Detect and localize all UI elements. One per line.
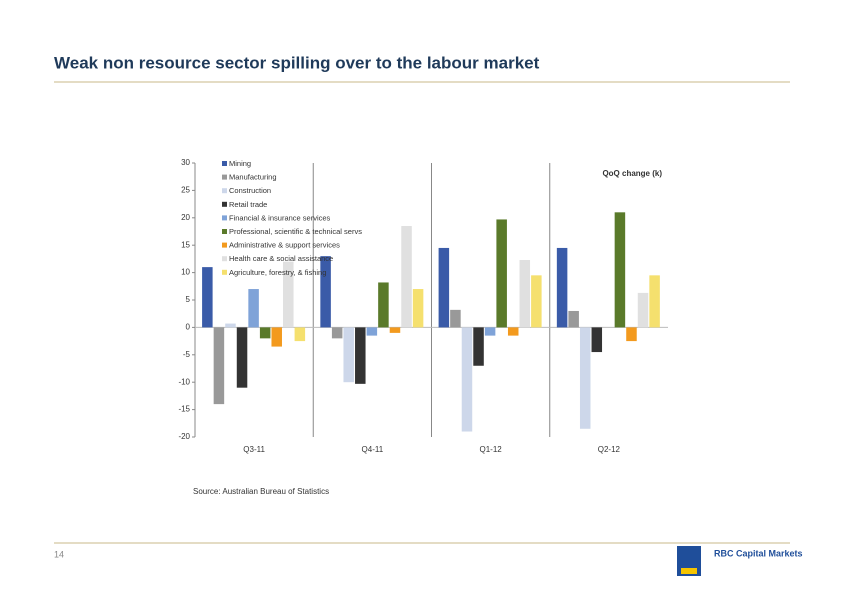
bar	[320, 256, 331, 328]
bar	[236, 327, 248, 388]
bar	[637, 292, 649, 328]
bar	[283, 261, 294, 328]
legend-swatch	[222, 174, 227, 180]
x-tick-label: Q4-11	[362, 445, 384, 454]
bar	[450, 309, 461, 328]
y-tick-label: 5	[186, 295, 191, 304]
legend-swatch	[222, 256, 227, 262]
y-tick-label: 15	[181, 240, 190, 249]
y-tick-label: 30	[181, 158, 190, 167]
bar	[579, 327, 591, 429]
bar	[412, 289, 424, 328]
bar	[568, 310, 579, 328]
bar	[531, 275, 542, 328]
bar	[519, 259, 531, 328]
slide-title: Weak non resource sector spilling over t…	[54, 53, 540, 72]
legend-swatch	[222, 161, 227, 166]
bar	[496, 219, 507, 328]
legend-label: Mining	[229, 159, 251, 168]
bar	[591, 327, 603, 353]
source: Source: Australian Bureau of Statistics	[193, 487, 329, 496]
bar	[355, 327, 366, 384]
legend-label: Construction	[229, 186, 271, 195]
bar	[507, 327, 519, 336]
legend-swatch	[222, 188, 227, 194]
y-tick-label: -5	[183, 350, 191, 359]
legend-swatch	[222, 269, 227, 275]
bar	[248, 289, 259, 328]
logo-icon-band	[681, 568, 697, 574]
x-tick-label: Q2-12	[598, 445, 621, 454]
logo-text: RBC Capital Markets	[714, 548, 803, 558]
bar	[556, 247, 568, 328]
legend-label: Professional, scientific & technical ser…	[229, 227, 362, 236]
legend-swatch	[222, 229, 227, 234]
bar	[271, 327, 282, 347]
legend-label: Manufacturing	[229, 173, 277, 182]
y-tick-label: 20	[181, 213, 190, 222]
legend-label: Health care & social assistance	[229, 254, 333, 263]
x-tick-label: Q1-12	[480, 445, 503, 454]
legend-label: Retail trade	[229, 200, 267, 209]
bar	[614, 212, 626, 328]
y-tick-label: 25	[181, 186, 190, 195]
bar	[484, 327, 496, 336]
x-tick-label: Q3-11	[243, 445, 265, 454]
bar	[626, 327, 637, 342]
bar	[649, 275, 660, 328]
legend-label: Financial & insurance services	[229, 213, 331, 222]
y-tick-label: 0	[186, 323, 191, 332]
bar	[401, 226, 412, 328]
bar	[378, 282, 389, 328]
bar	[389, 327, 401, 333]
bar	[473, 327, 484, 366]
bar	[259, 327, 271, 339]
y-tick-label: 10	[181, 268, 190, 277]
bar	[202, 267, 213, 328]
annotation: QoQ change (k)	[602, 169, 662, 178]
legend-label: Administrative & support services	[229, 241, 340, 250]
y-tick-label: -15	[178, 405, 190, 414]
bar	[213, 327, 225, 405]
y-tick-label: -20	[178, 432, 190, 441]
bar	[366, 327, 378, 336]
legend-swatch	[222, 242, 227, 248]
bar	[343, 327, 354, 383]
bar	[294, 327, 306, 342]
legend-swatch	[222, 201, 227, 207]
legend-swatch	[222, 215, 227, 221]
bar	[461, 327, 473, 432]
page-number: 14	[54, 549, 64, 559]
bar	[225, 323, 236, 328]
bar	[331, 327, 343, 339]
legend-label: Agriculture, forestry, & fishing	[229, 268, 326, 277]
bar	[438, 247, 450, 328]
y-tick-label: -10	[178, 377, 190, 386]
